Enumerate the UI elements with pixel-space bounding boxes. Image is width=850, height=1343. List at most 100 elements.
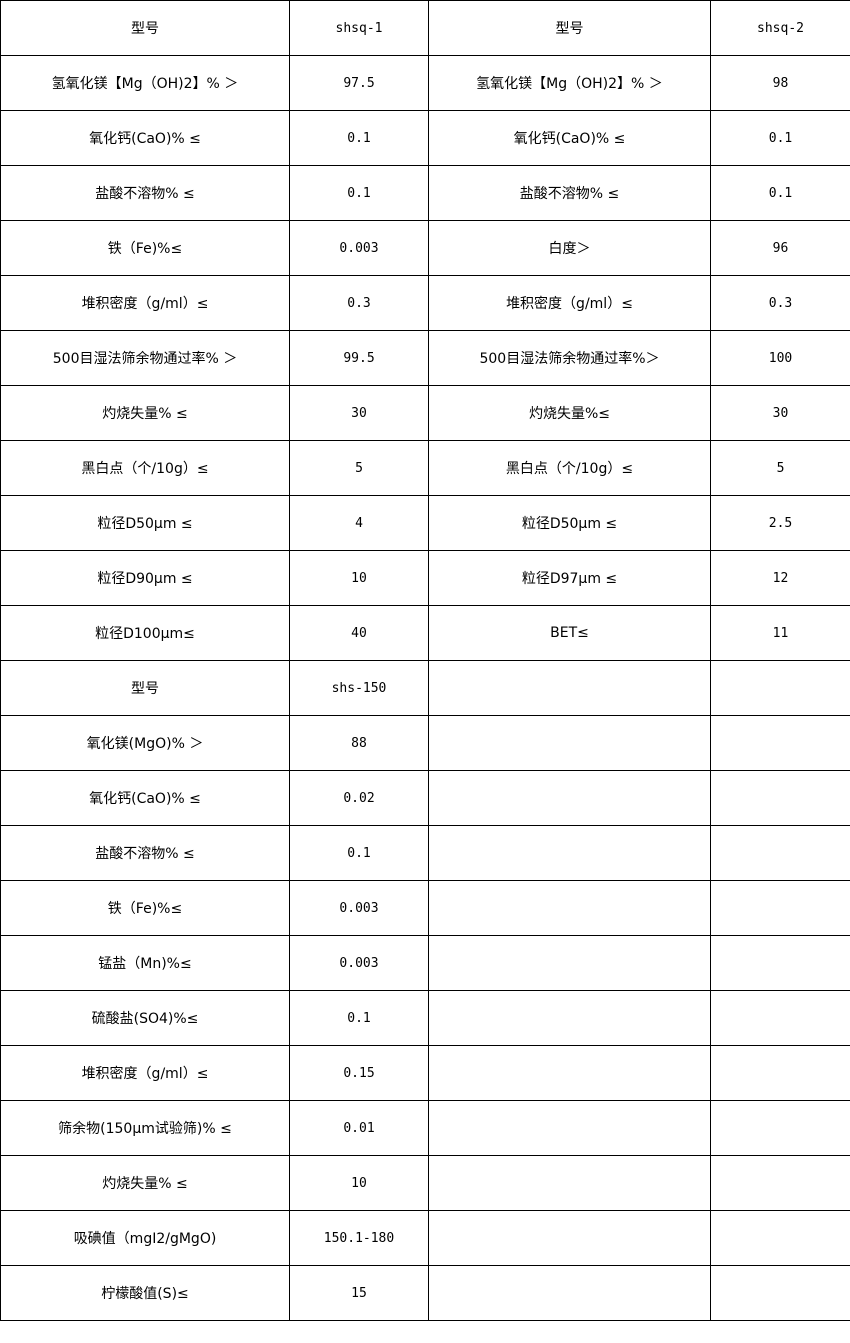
value-cell: 0.01 [289, 1100, 429, 1156]
property-cell: 盐酸不溶物% ≤ [428, 165, 711, 221]
value-cell: 10 [289, 550, 429, 606]
property-cell: 盐酸不溶物% ≤ [0, 825, 290, 881]
value-cell: 0.02 [289, 770, 429, 826]
value-cell: 11 [710, 605, 850, 661]
value-cell [710, 1210, 850, 1266]
property-cell [428, 1210, 711, 1266]
property-cell: 黑白点（个/10g）≤ [428, 440, 711, 496]
property-cell: 500目湿法筛余物通过率% ＞ [0, 330, 290, 386]
value-cell: 97.5 [289, 55, 429, 111]
property-cell [428, 715, 711, 771]
property-cell: 铁（Fe)%≤ [0, 880, 290, 936]
value-cell: 0.003 [289, 880, 429, 936]
property-cell: 灼烧失量% ≤ [0, 1155, 290, 1211]
table-row: 黑白点（个/10g）≤ 5 黑白点（个/10g）≤ 5 [0, 440, 850, 496]
table-row: 堆积密度（g/ml）≤ 0.15 [0, 1045, 850, 1101]
value-cell: 30 [289, 385, 429, 441]
property-cell: 氧化镁(MgO)% ＞ [0, 715, 290, 771]
value-cell: 0.3 [289, 275, 429, 331]
table-row: 筛余物(150μm试验筛)% ≤0.01 [0, 1100, 850, 1156]
table-row: 氧化镁(MgO)% ＞ 88 [0, 715, 850, 771]
value-cell: shsq-1 [289, 0, 429, 56]
property-cell: 灼烧失量% ≤ [0, 385, 290, 441]
table-row: 氧化钙(CaO)% ≤0.1 氧化钙(CaO)% ≤0.1 [0, 110, 850, 166]
value-cell [710, 880, 850, 936]
value-cell: 99.5 [289, 330, 429, 386]
value-cell: 0.1 [710, 110, 850, 166]
table-row: 堆积密度（g/ml）≤ 0.3 堆积密度（g/ml）≤ 0.3 [0, 275, 850, 331]
property-cell: 堆积密度（g/ml）≤ [0, 275, 290, 331]
value-cell [710, 1100, 850, 1156]
table-row: 粒径D50μm ≤4 粒径D50μm ≤2.5 [0, 495, 850, 551]
value-cell [710, 660, 850, 716]
table-row: 灼烧失量% ≤30 灼烧失量%≤ 30 [0, 385, 850, 441]
property-cell: 粒径D100μm≤ [0, 605, 290, 661]
table-row: 柠檬酸值(S)≤ 15 [0, 1265, 850, 1321]
property-cell [428, 1100, 711, 1156]
value-cell [710, 935, 850, 991]
property-cell: 硫酸盐(SO4)%≤ [0, 990, 290, 1046]
property-cell: 粒径D50μm ≤ [0, 495, 290, 551]
property-cell [428, 935, 711, 991]
value-cell: 30 [710, 385, 850, 441]
value-cell: 5 [710, 440, 850, 496]
property-cell [428, 1045, 711, 1101]
value-cell [710, 1045, 850, 1101]
property-cell: 锰盐（Mn)%≤ [0, 935, 290, 991]
value-cell: 150.1-180 [289, 1210, 429, 1266]
value-cell: 0.1 [289, 165, 429, 221]
property-cell: 黑白点（个/10g）≤ [0, 440, 290, 496]
value-cell: 40 [289, 605, 429, 661]
property-cell: 500目湿法筛余物通过率%＞ [428, 330, 711, 386]
property-cell [428, 990, 711, 1046]
value-cell: 96 [710, 220, 850, 276]
value-cell: 0.1 [710, 165, 850, 221]
value-cell: 88 [289, 715, 429, 771]
property-cell: 堆积密度（g/ml）≤ [428, 275, 711, 331]
property-cell: 盐酸不溶物% ≤ [0, 165, 290, 221]
property-cell: 氧化钙(CaO)% ≤ [0, 110, 290, 166]
property-cell: 型号 [428, 0, 711, 56]
property-cell: 氧化钙(CaO)% ≤ [0, 770, 290, 826]
property-cell [428, 1155, 711, 1211]
value-cell [710, 1265, 850, 1321]
value-cell: shs-150 [289, 660, 429, 716]
property-cell: BET≤ [428, 605, 711, 661]
table-row: 氢氧化镁【Mg（OH)2】% ＞ 97.5 氢氧化镁【Mg（OH)2】% ＞ 98 [0, 55, 850, 111]
table-row: 粒径D100μm≤ 40 BET≤ 11 [0, 605, 850, 661]
property-cell [428, 770, 711, 826]
value-cell: 0.003 [289, 220, 429, 276]
table-row: 氧化钙(CaO)% ≤0.02 [0, 770, 850, 826]
value-cell: 2.5 [710, 495, 850, 551]
value-cell [710, 825, 850, 881]
property-cell: 氢氧化镁【Mg（OH)2】% ＞ [0, 55, 290, 111]
property-cell: 粒径D97μm ≤ [428, 550, 711, 606]
table-row: 硫酸盐(SO4)%≤ 0.1 [0, 990, 850, 1046]
table-row: 盐酸不溶物% ≤0.1 盐酸不溶物% ≤0.1 [0, 165, 850, 221]
value-cell [710, 1155, 850, 1211]
value-cell: 4 [289, 495, 429, 551]
property-cell: 铁（Fe)%≤ [0, 220, 290, 276]
property-cell: 粒径D50μm ≤ [428, 495, 711, 551]
value-cell: 0.003 [289, 935, 429, 991]
value-cell: 0.15 [289, 1045, 429, 1101]
table-row: 锰盐（Mn)%≤ 0.003 [0, 935, 850, 991]
property-cell [428, 1265, 711, 1321]
value-cell: 0.1 [289, 110, 429, 166]
table-row: 500目湿法筛余物通过率% ＞ 99.5 500目湿法筛余物通过率%＞ 100 [0, 330, 850, 386]
property-cell: 型号 [0, 660, 290, 716]
value-cell: 0.1 [289, 825, 429, 881]
property-cell: 粒径D90μm ≤ [0, 550, 290, 606]
value-cell: 98 [710, 55, 850, 111]
property-cell: 堆积密度（g/ml）≤ [0, 1045, 290, 1101]
value-cell [710, 715, 850, 771]
property-cell [428, 825, 711, 881]
property-cell [428, 660, 711, 716]
property-cell: 吸碘值（mgI2/gMgO) [0, 1210, 290, 1266]
value-cell: 10 [289, 1155, 429, 1211]
table-row: 铁（Fe)%≤ 0.003 [0, 880, 850, 936]
property-cell [428, 880, 711, 936]
table-row: 吸碘值（mgI2/gMgO) 150.1-180 [0, 1210, 850, 1266]
